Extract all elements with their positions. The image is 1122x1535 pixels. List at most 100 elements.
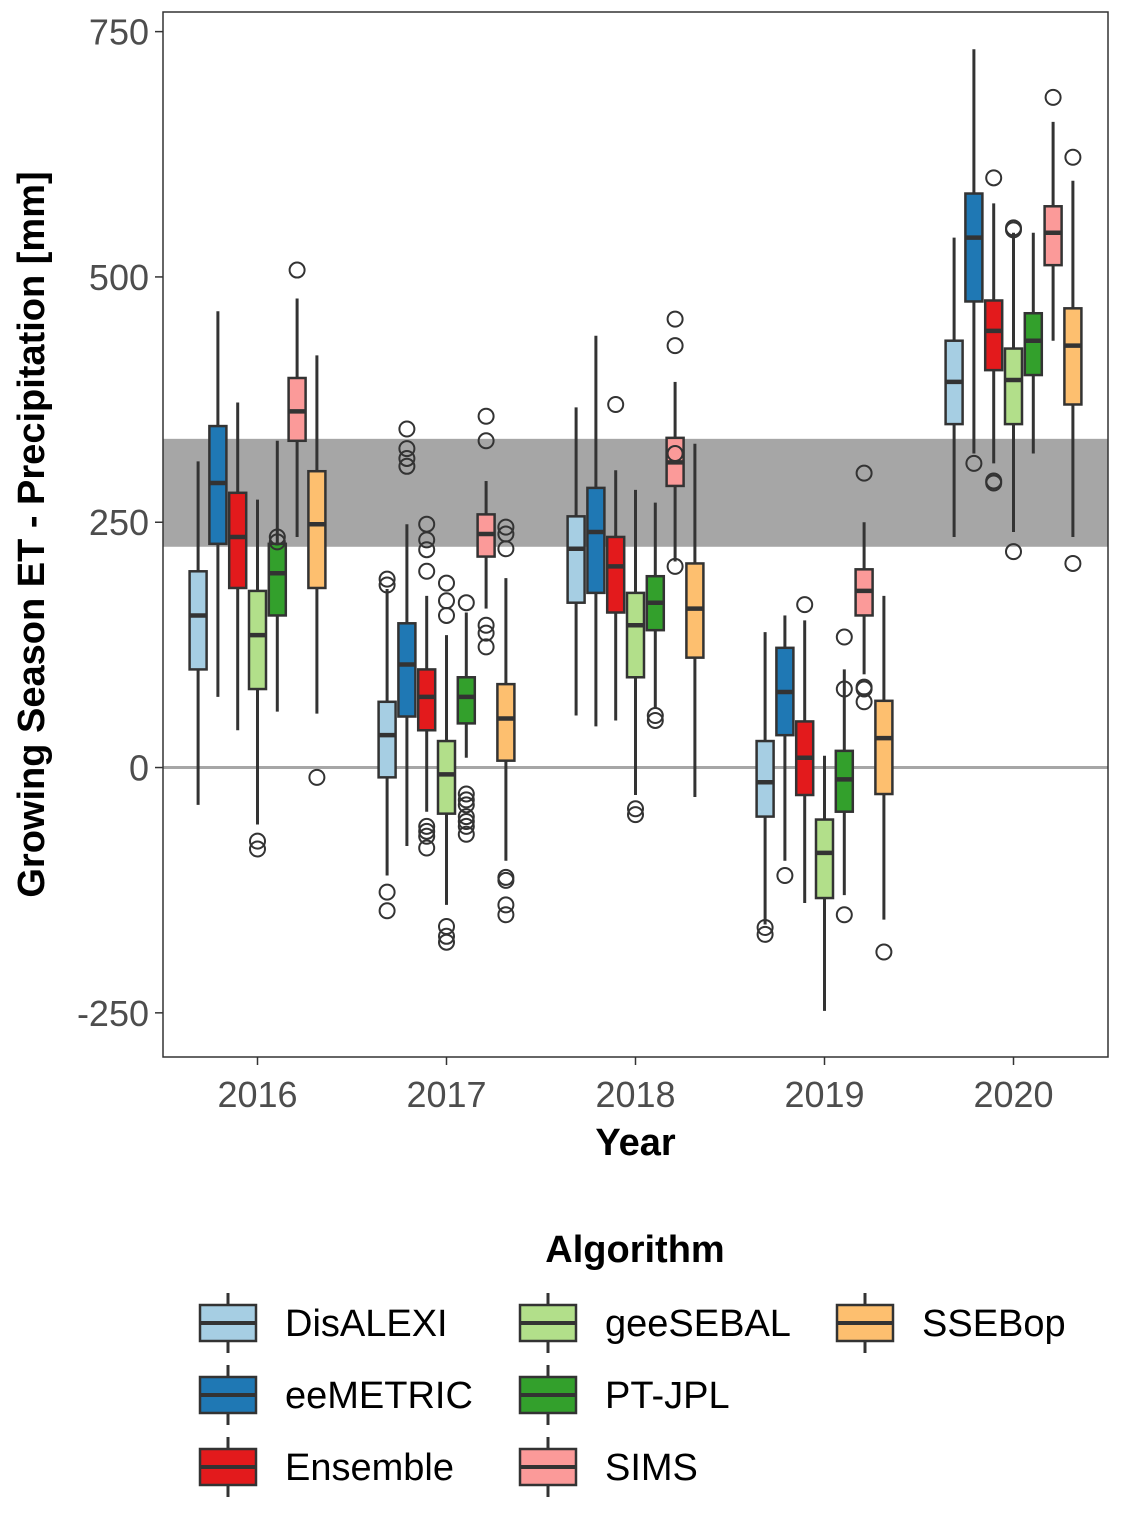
box-geesebal-2017 [436, 574, 457, 951]
outlier-point [477, 432, 495, 450]
outlier-point [835, 628, 853, 646]
outlier-point [666, 445, 684, 463]
box-ensemble-2017 [416, 515, 437, 857]
outlier-point [398, 449, 416, 467]
box-iqr [1043, 205, 1063, 267]
outlier-point [497, 518, 515, 536]
axes: -250 0 250 500 750 2016 2017 2018 2019 2020 [77, 12, 1054, 1115]
box-ensemble-2019 [794, 596, 815, 903]
outlier-point [418, 827, 436, 845]
outlier-point [418, 562, 436, 580]
outlier-point [666, 310, 684, 328]
legend-item-geesebal: geeSEBAL [518, 1293, 791, 1353]
outlier-point [308, 768, 326, 786]
outlier-point [607, 395, 625, 413]
box-iqr [416, 668, 437, 732]
box-iqr [397, 622, 417, 718]
legend-item-eemetric: eeMETRIC [198, 1365, 473, 1425]
outlier-point [438, 927, 455, 945]
outlier-point [477, 616, 495, 634]
outlier-point [438, 574, 455, 592]
box-geesebal-2016 [247, 499, 268, 858]
outlier-point [418, 822, 436, 840]
box-eemetric-2017 [397, 420, 417, 847]
y-tick-label: 750 [89, 12, 149, 53]
box-iqr [1023, 311, 1044, 377]
outlier-point [268, 528, 286, 546]
outlier-point [418, 531, 436, 549]
outlier-point [965, 454, 983, 472]
box-ssebop-2017 [496, 518, 516, 924]
legend-item-ssebop: SSEBop [835, 1293, 1066, 1353]
box-iqr [964, 192, 984, 303]
x-tick-label: 2017 [406, 1074, 486, 1115]
outlier-point [985, 169, 1003, 187]
box-pt-jpl-2017 [456, 594, 477, 843]
outlier-point [378, 883, 396, 901]
outlier-point [418, 817, 436, 835]
outlier-point [497, 906, 515, 924]
box-pt-jpl-2016 [267, 440, 288, 712]
box-ensemble-2018 [605, 395, 626, 721]
x-tick-label: 2018 [595, 1074, 675, 1115]
outlier-point [796, 596, 814, 614]
outlier-point [477, 638, 495, 656]
outlier-point [249, 840, 266, 858]
box-ensemble-2020 [983, 169, 1004, 492]
outlier-point [646, 707, 664, 725]
box-iqr [755, 739, 775, 818]
outlier-point [627, 806, 644, 824]
outlier-point [268, 533, 286, 551]
y-tick-label: 500 [89, 257, 149, 298]
box-disalexi-2020 [944, 237, 964, 537]
box-iqr [586, 486, 606, 595]
box-disalexi-2018 [566, 407, 586, 716]
outlier-point [477, 624, 495, 642]
box-iqr [496, 682, 516, 762]
outlier-point [418, 839, 436, 857]
outlier-point [666, 557, 684, 575]
outlier-point [985, 474, 1003, 492]
outlier-point [457, 813, 475, 831]
outlier-point [457, 791, 475, 809]
outlier-point [418, 541, 436, 559]
box-iqr [566, 515, 586, 604]
box-ssebop-2019 [874, 595, 894, 961]
box-iqr [625, 591, 646, 679]
outlier-point [1064, 554, 1082, 572]
legend-item-disalexi: DisALEXI [198, 1293, 448, 1353]
y-tick-label: 250 [89, 502, 149, 543]
outlier-point [457, 594, 475, 612]
outlier-point [1005, 221, 1022, 239]
outlier-point [756, 925, 774, 943]
box-iqr [436, 739, 457, 815]
outlier-point [457, 825, 475, 843]
outlier-point [378, 576, 396, 594]
legend-label: SSEBop [922, 1303, 1066, 1345]
outlier-point [835, 906, 853, 924]
outlier-point [497, 871, 515, 889]
outlier-point [438, 933, 455, 951]
y-tick-label: -250 [77, 993, 149, 1034]
box-disalexi-2017 [377, 570, 397, 920]
box-iqr [1003, 347, 1024, 426]
box-ssebop-2018 [685, 443, 705, 797]
outlier-point [1064, 148, 1082, 166]
legend-item-sims: SIMS [518, 1437, 698, 1497]
box-sims-2020 [1043, 88, 1063, 341]
legend-label: PT-JPL [605, 1375, 730, 1417]
outlier-point [249, 832, 266, 850]
box-iqr [874, 699, 894, 796]
outlier-point [438, 606, 455, 624]
box-iqr [377, 700, 397, 779]
legend: Algorithm DisALEXI eeMETRIC Ensemble geeSEB… [198, 1229, 1066, 1497]
box-disalexi-2016 [188, 461, 208, 805]
box-ssebop-2020 [1063, 148, 1083, 572]
outlier-point [1044, 88, 1062, 106]
box-iqr [247, 589, 268, 691]
outlier-point [756, 918, 774, 936]
outlier-point [457, 796, 475, 814]
outlier-point [627, 800, 644, 818]
outlier-point [457, 808, 475, 826]
box-disalexi-2019 [755, 632, 775, 943]
